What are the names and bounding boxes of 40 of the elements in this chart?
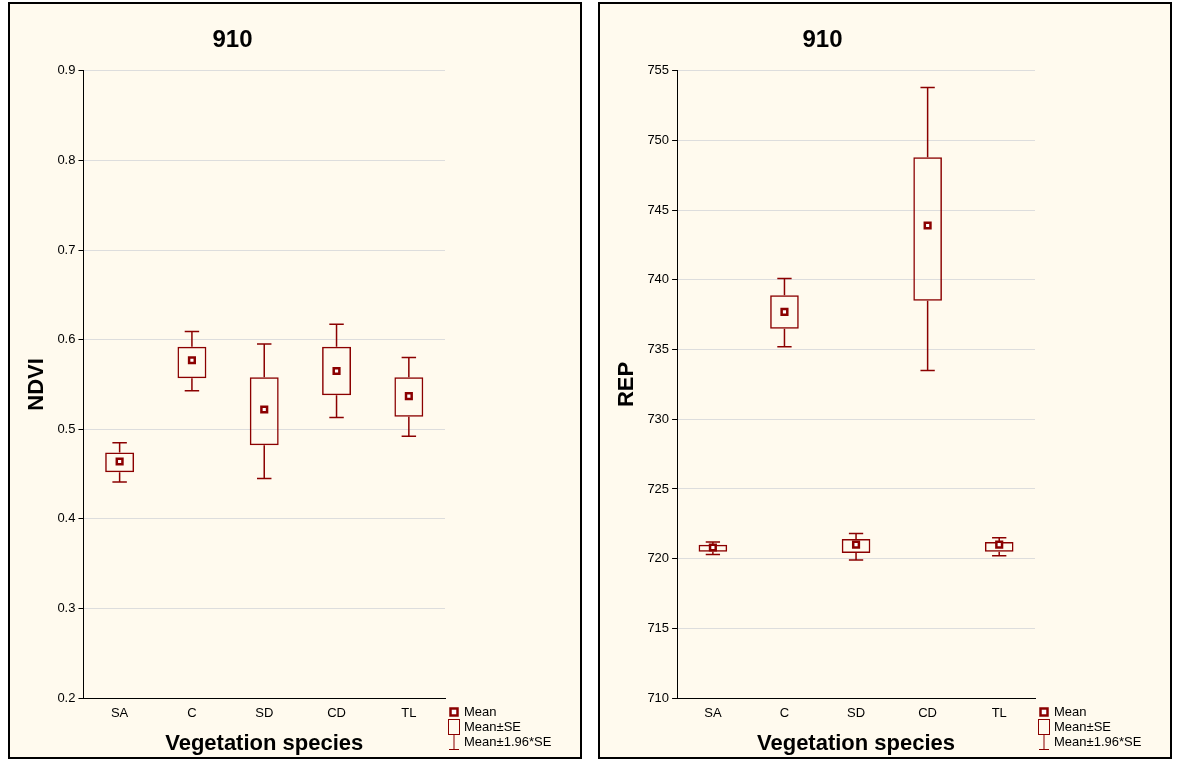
chart-title: 910: [212, 25, 253, 53]
y-tick-label: 0.4: [57, 510, 76, 526]
text: Mean±SE: [1054, 719, 1111, 734]
y-tick-label: 0.8: [57, 151, 76, 167]
y-tick-label: 745: [647, 201, 670, 217]
y-tick-label: 750: [647, 132, 670, 148]
y-tick-label: 0.9: [57, 62, 76, 78]
x-tick-label: SA: [704, 705, 722, 721]
text: Mean: [1054, 704, 1087, 719]
y-tick-label: 0.5: [57, 420, 76, 436]
x-tick-label: SD: [255, 705, 274, 721]
x-tick-label: C: [779, 705, 790, 721]
text: Mean: [464, 704, 497, 719]
x-axis-title: Vegetation species: [757, 729, 956, 755]
y-tick-label: 710: [647, 689, 670, 705]
y-tick-label: 715: [647, 619, 670, 635]
x-tick-label: C: [187, 705, 197, 721]
x-tick-label: CD: [918, 705, 938, 721]
text: Mean±1.96*SE: [1054, 734, 1142, 749]
y-tick-label: 0.3: [57, 599, 76, 615]
text: Mean±SE: [464, 719, 521, 734]
x-tick-label: SD: [847, 705, 866, 721]
y-tick-label: 0.6: [57, 331, 76, 347]
x-tick-label: CD: [327, 705, 346, 721]
y-tick-label: 725: [647, 480, 670, 496]
chart-title: 910: [802, 25, 843, 53]
y-tick-label: 0.2: [57, 689, 76, 705]
y-tick-label: 755: [647, 62, 670, 78]
y-axis-title: NDVI: [23, 358, 49, 411]
x-axis-title: Vegetation species: [165, 729, 364, 755]
y-axis-title: REP: [613, 361, 639, 408]
y-tick-label: 735: [647, 341, 670, 357]
y-tick-label: 730: [647, 410, 670, 426]
x-tick-label: TL: [401, 705, 417, 721]
y-tick-label: 740: [647, 271, 670, 287]
y-tick-label: 0.7: [57, 241, 76, 257]
y-tick-label: 720: [647, 550, 670, 566]
x-tick-label: SA: [110, 705, 129, 721]
x-tick-label: TL: [991, 705, 1007, 721]
text: Mean±1.96*SE: [464, 734, 552, 749]
